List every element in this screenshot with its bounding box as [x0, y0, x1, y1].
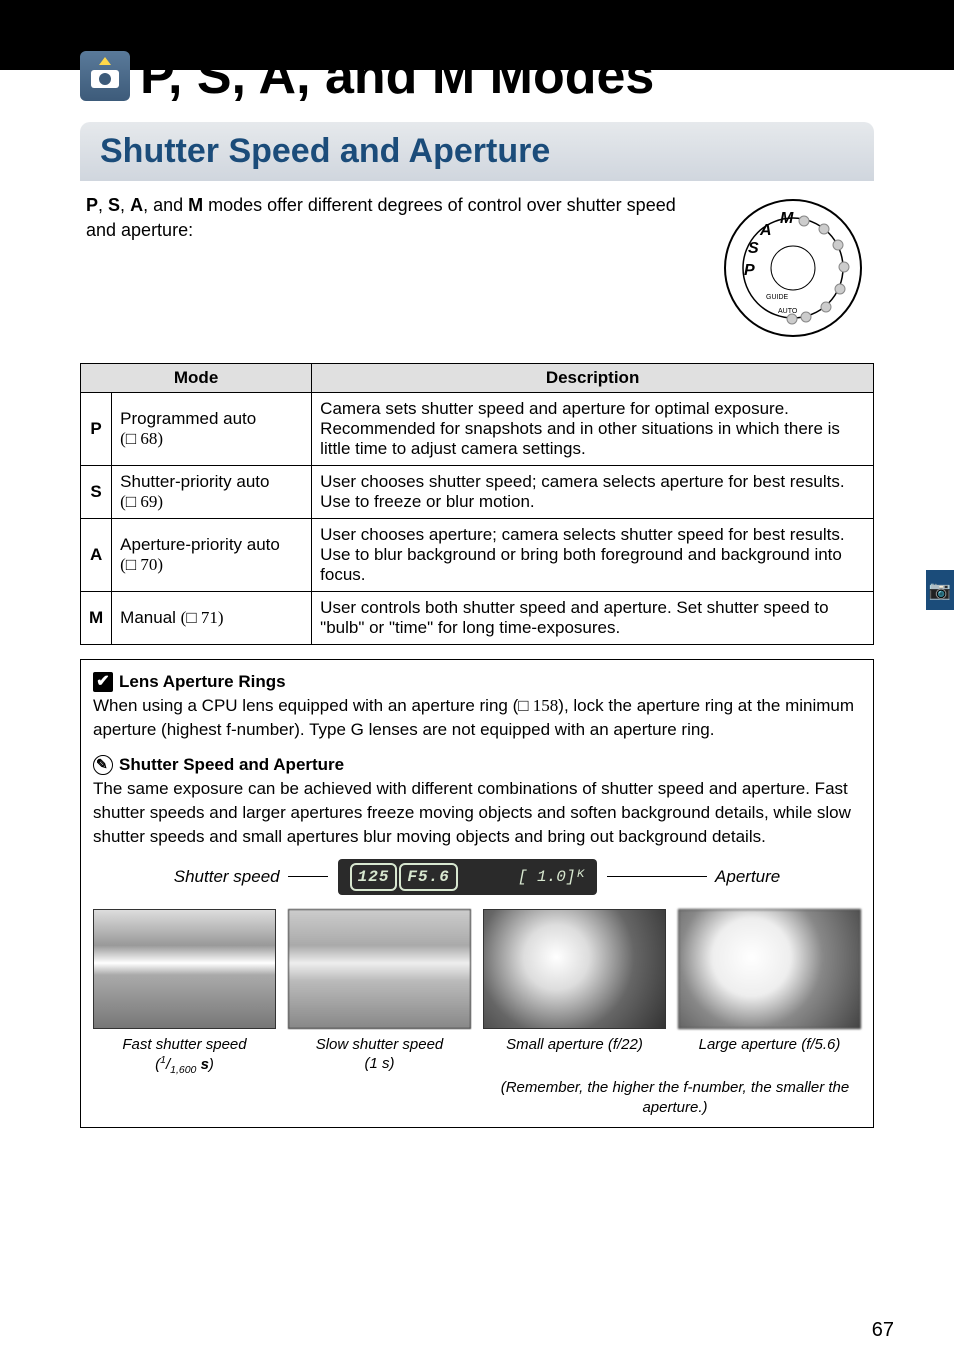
- pencil-icon: [93, 755, 113, 775]
- thumb-small-aperture: [483, 909, 666, 1029]
- mode-name-text: Manual: [120, 608, 176, 627]
- table-row: M Manual (□ 71) User controls both shutt…: [81, 592, 874, 645]
- thumb-fast-shutter: [93, 909, 276, 1029]
- mode-letter: M: [81, 592, 112, 645]
- svg-text:AUTO: AUTO: [778, 308, 798, 315]
- thumb-note-row: (Remember, the higher the f-number, the …: [93, 1078, 861, 1117]
- table-row: A Aperture-priority auto (□ 70) User cho…: [81, 519, 874, 592]
- section-header: Shutter Speed and Aperture: [80, 122, 874, 181]
- mode-name: Aperture-priority auto (□ 70): [112, 519, 312, 592]
- thumb-caption-sub: (1 s): [288, 1054, 471, 1074]
- mode-name-text: Programmed auto: [120, 409, 256, 428]
- table-row: S Shutter-priority auto (□ 69) User choo…: [81, 466, 874, 519]
- shutter-speed-label: Shutter speed: [166, 865, 288, 889]
- thumb-col: Large aperture (f/5.6): [678, 909, 861, 1078]
- note-title-text: Lens Aperture Rings: [119, 670, 286, 694]
- note-title: Shutter Speed and Aperture: [93, 753, 861, 777]
- thumb-caption: Fast shutter speed: [93, 1035, 276, 1055]
- thumb-large-aperture: [678, 909, 861, 1029]
- mode-dial-illustration: P S A M GUIDE AUTO: [718, 193, 868, 343]
- modes-table: Mode Description P Programmed auto (□ 68…: [80, 363, 874, 645]
- thumb-caption: Large aperture (f/5.6): [678, 1035, 861, 1055]
- mode-letter: A: [81, 519, 112, 592]
- note-body-pre: When using a CPU lens equipped with an a…: [93, 696, 518, 715]
- intro-row: P, S, A, and M modes offer different deg…: [80, 181, 874, 353]
- mode-desc: User chooses shutter speed; camera selec…: [312, 466, 874, 519]
- svg-text:S: S: [748, 240, 759, 257]
- svg-text:P: P: [744, 262, 755, 279]
- mode-desc: User controls both shutter speed and ape…: [312, 592, 874, 645]
- leader-line: [288, 876, 328, 877]
- mode-name: Manual (□ 71): [112, 592, 312, 645]
- thumb-col: Small aperture (f/22): [483, 909, 666, 1078]
- example-thumbnails: Fast shutter speed (1/1,600 s) Slow shut…: [93, 909, 861, 1078]
- table-header-mode: Mode: [81, 364, 312, 393]
- thumb-note: (Remember, the higher the f-number, the …: [489, 1078, 861, 1117]
- table-header-desc: Description: [312, 364, 874, 393]
- svg-text:A: A: [759, 222, 772, 239]
- mode-ref: (□ 71): [181, 608, 224, 627]
- note-body: When using a CPU lens equipped with an a…: [93, 694, 861, 742]
- mode-letter: P: [81, 393, 112, 466]
- page: P, S, A, and M Modes Shutter Speed and A…: [0, 0, 954, 1352]
- note-body: The same exposure can be achieved with d…: [93, 777, 861, 848]
- side-tab: 📷: [926, 570, 954, 610]
- page-number: 67: [872, 1319, 894, 1342]
- thumb-caption: Slow shutter speed: [288, 1035, 471, 1055]
- svg-text:M: M: [780, 210, 794, 227]
- mode-name-text: Aperture-priority auto: [120, 535, 280, 554]
- camera-icon: [91, 70, 119, 88]
- thumb-col: Fast shutter speed (1/1,600 s): [93, 909, 276, 1078]
- mode-ref: (□ 69): [120, 492, 163, 511]
- thumb-slow-shutter: [288, 909, 471, 1029]
- note-body-ref: □ 158: [518, 696, 558, 715]
- lcd-shutter-value: 125: [350, 863, 398, 891]
- thumb-caption: Small aperture (f/22): [483, 1035, 666, 1055]
- mode-desc: User chooses aperture; camera selects sh…: [312, 519, 874, 592]
- lcd-aperture-value: F5.6: [399, 863, 457, 891]
- mode-name: Shutter-priority auto (□ 69): [112, 466, 312, 519]
- note-lens-aperture: ✔ Lens Aperture Rings When using a CPU l…: [80, 659, 874, 1128]
- svg-text:GUIDE: GUIDE: [766, 294, 789, 301]
- title-row: P, S, A, and M Modes: [80, 50, 874, 102]
- thumb-caption-sub: (1/1,600 s): [93, 1054, 276, 1078]
- mode-name: Programmed auto (□ 68): [112, 393, 312, 466]
- mode-name-text: Shutter-priority auto: [120, 472, 269, 491]
- camera-icon: 📷: [929, 580, 951, 601]
- table-header-row: Mode Description: [81, 364, 874, 393]
- lcd-right-value: [ 1.0]ᴷ: [518, 866, 585, 888]
- leader-line: [607, 876, 707, 877]
- note-title-text: Shutter Speed and Aperture: [119, 753, 344, 777]
- thumb-col: Slow shutter speed (1 s): [288, 909, 471, 1078]
- shutter-aperture-diagram: Shutter speed 125 F5.6 [ 1.0]ᴷ Aperture: [93, 859, 861, 895]
- note-title: ✔ Lens Aperture Rings: [93, 670, 861, 694]
- mode-ref: (□ 70): [120, 555, 163, 574]
- lcd-display: 125 F5.6 [ 1.0]ᴷ: [338, 859, 597, 895]
- mode-icon: [80, 51, 130, 101]
- warning-icon: ✔: [93, 672, 113, 692]
- mode-letter: S: [81, 466, 112, 519]
- mode-desc: Camera sets shutter speed and aperture f…: [312, 393, 874, 466]
- aperture-label: Aperture: [707, 865, 788, 889]
- table-row: P Programmed auto (□ 68) Camera sets shu…: [81, 393, 874, 466]
- intro-text: P, S, A, and M modes offer different deg…: [86, 193, 698, 343]
- page-title: P, S, A, and M Modes: [140, 50, 654, 102]
- mode-ref: (□ 68): [120, 429, 163, 448]
